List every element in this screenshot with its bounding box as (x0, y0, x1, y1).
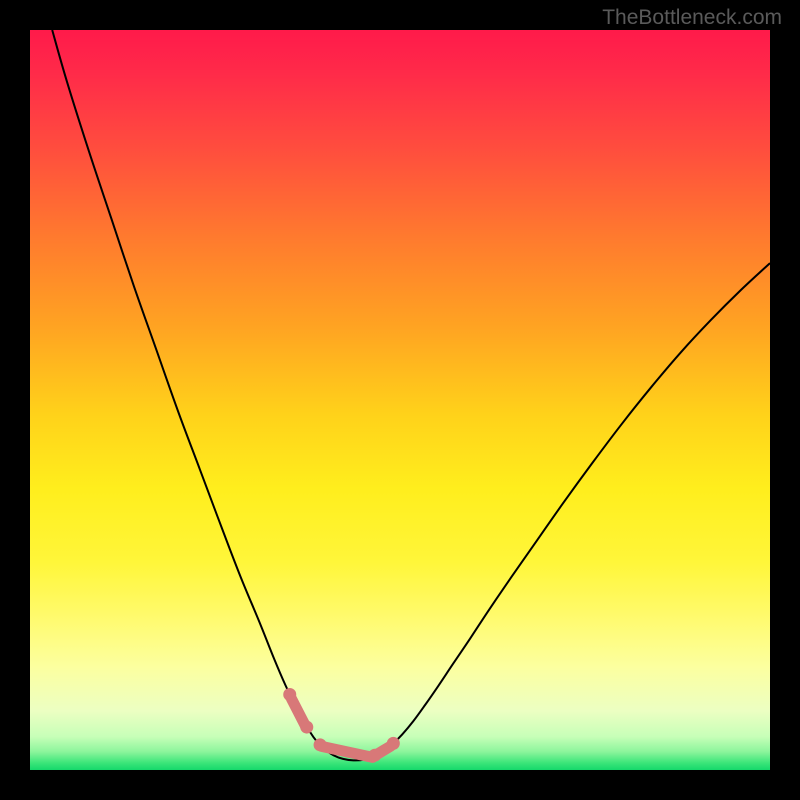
marker-dot (314, 738, 327, 751)
marker-dot (368, 749, 381, 762)
bottleneck-chart (30, 30, 770, 770)
marker-overlay (283, 688, 400, 762)
marker-dot (283, 688, 296, 701)
marker-segment (322, 746, 373, 757)
curve-layer (30, 30, 770, 770)
marker-segment (291, 698, 305, 725)
watermark-text: TheBottleneck.com (602, 6, 782, 30)
marker-dot (300, 721, 313, 734)
bottleneck-curve (52, 30, 770, 760)
marker-dot (387, 737, 400, 750)
